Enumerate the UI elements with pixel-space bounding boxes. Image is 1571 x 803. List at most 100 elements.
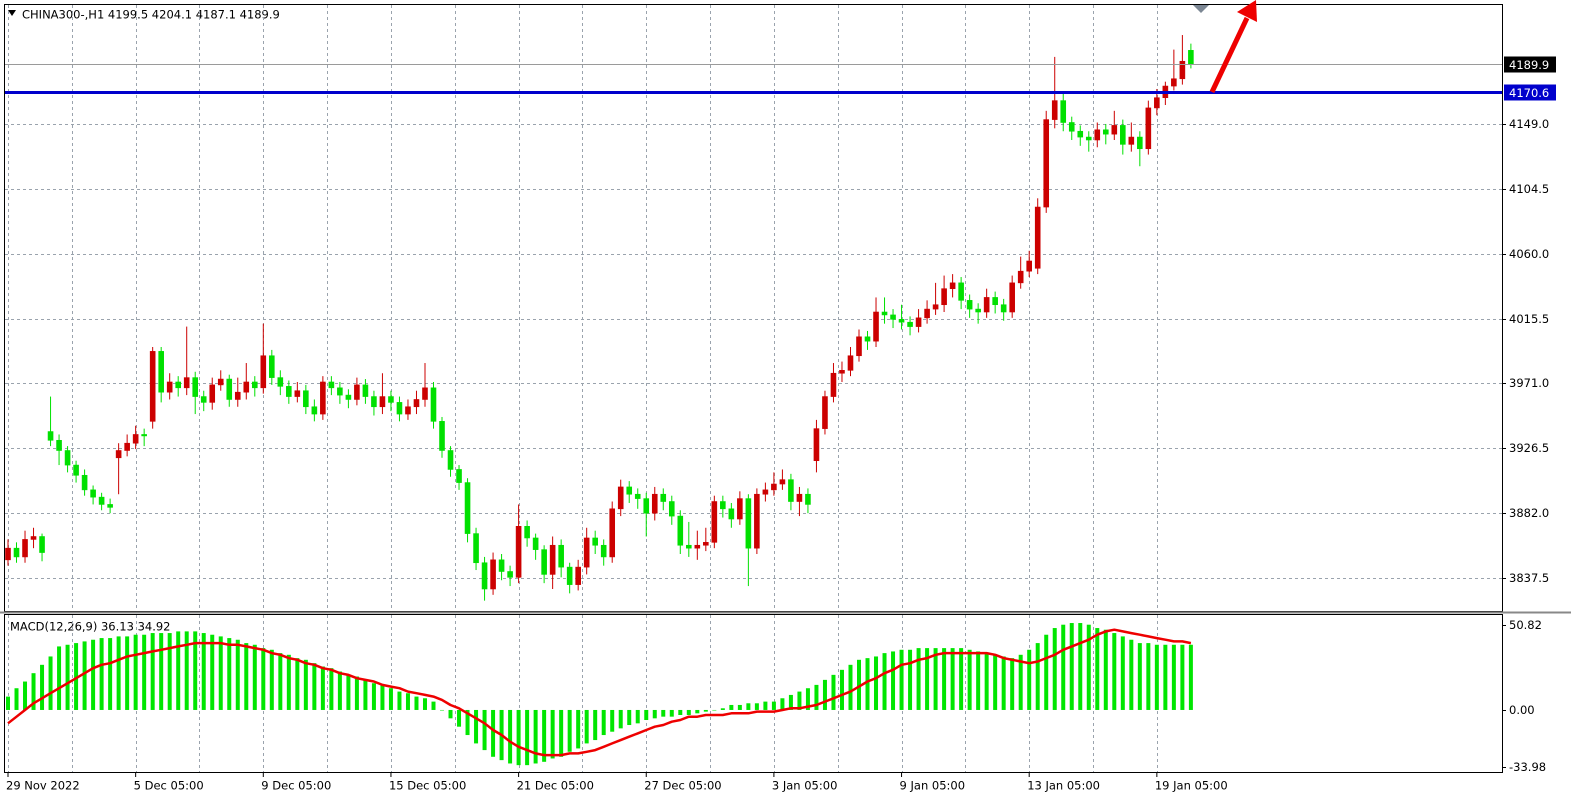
candle-body xyxy=(1043,119,1050,208)
candle xyxy=(175,376,181,397)
candle-body xyxy=(217,378,224,386)
candle xyxy=(337,381,343,404)
candle-body xyxy=(1179,60,1186,80)
histogram-bar xyxy=(1044,634,1049,710)
candle-body xyxy=(1085,136,1092,141)
histogram-bar xyxy=(354,676,359,710)
histogram-bar xyxy=(933,648,938,710)
candle-body xyxy=(1068,122,1075,132)
candle-body xyxy=(651,493,658,514)
candle-body xyxy=(532,537,539,550)
histogram-bar xyxy=(542,709,547,762)
candle xyxy=(864,330,871,350)
candle xyxy=(958,277,964,310)
x-tick-label: 19 Jan 05:00 xyxy=(1155,779,1228,793)
candle-body xyxy=(158,351,164,393)
histogram-bar xyxy=(908,649,913,710)
histogram-bar xyxy=(882,653,887,710)
histogram-bar xyxy=(31,673,36,710)
histogram-bar xyxy=(133,634,138,710)
histogram-bar xyxy=(703,709,708,712)
candle xyxy=(64,446,71,473)
candle-body xyxy=(413,399,420,408)
candle-body xyxy=(1017,270,1024,284)
histogram-bar xyxy=(150,633,155,710)
candle xyxy=(481,556,488,601)
x-tick-label: 5 Dec 05:00 xyxy=(134,779,204,793)
candle-body xyxy=(388,396,394,403)
candle-body xyxy=(609,508,616,558)
candle-body xyxy=(405,406,411,415)
candle-body xyxy=(175,381,181,389)
histogram-bar xyxy=(993,654,998,710)
candle xyxy=(949,274,956,298)
candle xyxy=(90,485,96,505)
candle-body xyxy=(124,442,130,451)
candle xyxy=(822,390,828,435)
candle xyxy=(566,562,573,594)
candle xyxy=(694,530,701,560)
menu-triangle[interactable] xyxy=(8,10,16,16)
histogram-bar xyxy=(857,659,861,710)
candle xyxy=(141,428,147,447)
histogram-bar xyxy=(1146,643,1151,710)
histogram-bar xyxy=(65,644,70,710)
candle-body xyxy=(1171,78,1177,87)
histogram-bar xyxy=(465,709,470,736)
histogram-bar xyxy=(627,709,632,726)
candle-body xyxy=(524,526,530,539)
histogram-bar xyxy=(1001,656,1006,710)
candle xyxy=(405,399,411,420)
shift-marker[interactable] xyxy=(1193,5,1209,13)
candle-body xyxy=(22,539,28,558)
histogram-bar xyxy=(295,658,300,710)
candle-body xyxy=(711,501,718,543)
candle-body xyxy=(1137,136,1143,150)
histogram-bar xyxy=(48,656,53,710)
histogram-bar xyxy=(899,649,904,710)
histogram-bar xyxy=(82,641,87,710)
candle xyxy=(39,533,45,562)
candle xyxy=(243,363,250,400)
candle-body xyxy=(1009,282,1015,313)
candle-body xyxy=(30,536,37,540)
candle-body xyxy=(932,304,939,310)
candle xyxy=(166,373,173,400)
candle xyxy=(507,565,513,587)
candle-body xyxy=(234,391,241,400)
candle-body xyxy=(788,479,794,502)
histogram-bar xyxy=(363,679,368,710)
candle xyxy=(813,419,820,473)
candle-body xyxy=(226,378,233,400)
candle-body xyxy=(13,547,20,558)
candle-body xyxy=(464,482,471,534)
candle xyxy=(1094,122,1101,148)
candle-body xyxy=(251,381,258,389)
candle-body xyxy=(677,515,684,546)
candle-body xyxy=(796,493,803,502)
candle xyxy=(149,346,156,429)
y-tick-label: -33.98 xyxy=(1509,760,1546,774)
candle xyxy=(1128,122,1135,152)
candle xyxy=(311,399,318,422)
candle xyxy=(328,376,335,396)
candle-body xyxy=(617,486,624,510)
candle xyxy=(941,275,947,313)
histogram-bar xyxy=(814,684,819,710)
candle xyxy=(881,297,888,324)
histogram-bar xyxy=(303,659,308,710)
candle-body xyxy=(856,336,862,357)
histogram-bar xyxy=(74,643,79,710)
candle-body xyxy=(1051,100,1058,120)
candle-body xyxy=(115,450,122,459)
candle xyxy=(805,488,811,514)
candle xyxy=(1060,93,1067,132)
histogram-bar xyxy=(218,636,223,710)
candle-body xyxy=(668,501,675,517)
histogram-bar xyxy=(40,664,45,710)
candle xyxy=(677,510,684,555)
histogram-bar xyxy=(1035,643,1040,710)
candle-body xyxy=(1000,304,1007,313)
candle xyxy=(1000,298,1007,321)
